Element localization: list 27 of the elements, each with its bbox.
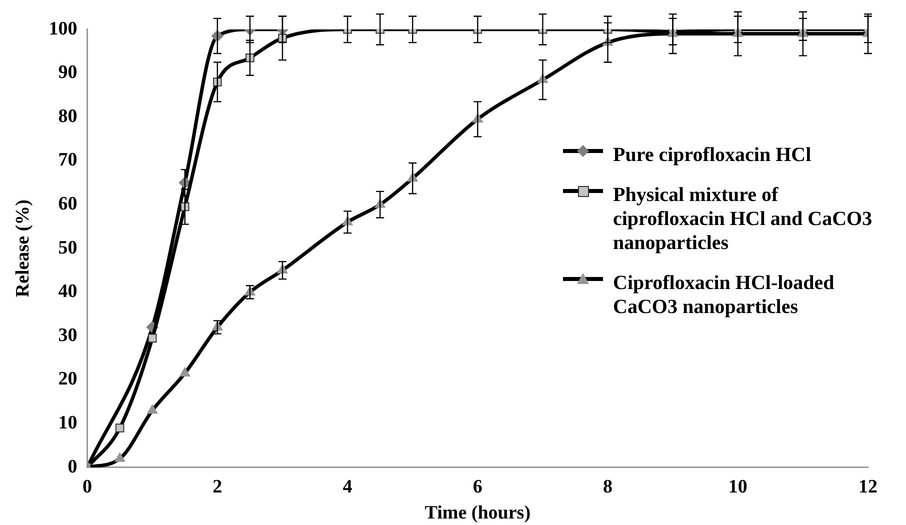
x-tick-label: 8 [603, 476, 613, 498]
x-tick-label: 0 [82, 476, 92, 498]
y-axis-title: Release (%) [12, 200, 34, 298]
y-tick-label: 60 [58, 194, 78, 215]
y-tick-label: 90 [58, 62, 78, 84]
x-tick-label: 4 [342, 476, 353, 498]
y-tick-label: 50 [58, 237, 78, 258]
point [147, 404, 158, 414]
y-tick-label: 70 [58, 150, 78, 171]
y-tick-label: 10 [58, 412, 78, 434]
y-tick-label: 30 [58, 324, 78, 346]
point [180, 367, 190, 376]
x-tick-label: 6 [472, 476, 482, 498]
legend-label: Physical mixture of ciprofloxacin HCl and CaCO3 nanoparticles [613, 183, 874, 255]
y-tick-label: 20 [58, 368, 78, 390]
legend-label: Ciprofloxacin HCl-loaded CaCO3 nanoparticles [613, 271, 836, 319]
y-tick-label: 80 [58, 106, 78, 127]
x-tick-label: 12 [858, 476, 878, 498]
y-tick-label: 0 [68, 456, 78, 478]
x-tick-label: 2 [212, 476, 222, 498]
x-axis-title: Time (hours) [424, 502, 531, 524]
legend-label: Pure ciprofloxacin HCl [613, 143, 812, 167]
point [148, 334, 157, 343]
x-tick-label: 10 [728, 476, 748, 498]
y-tick-label: 40 [58, 281, 78, 302]
y-tick-label: 100 [48, 18, 78, 40]
point [114, 452, 126, 462]
